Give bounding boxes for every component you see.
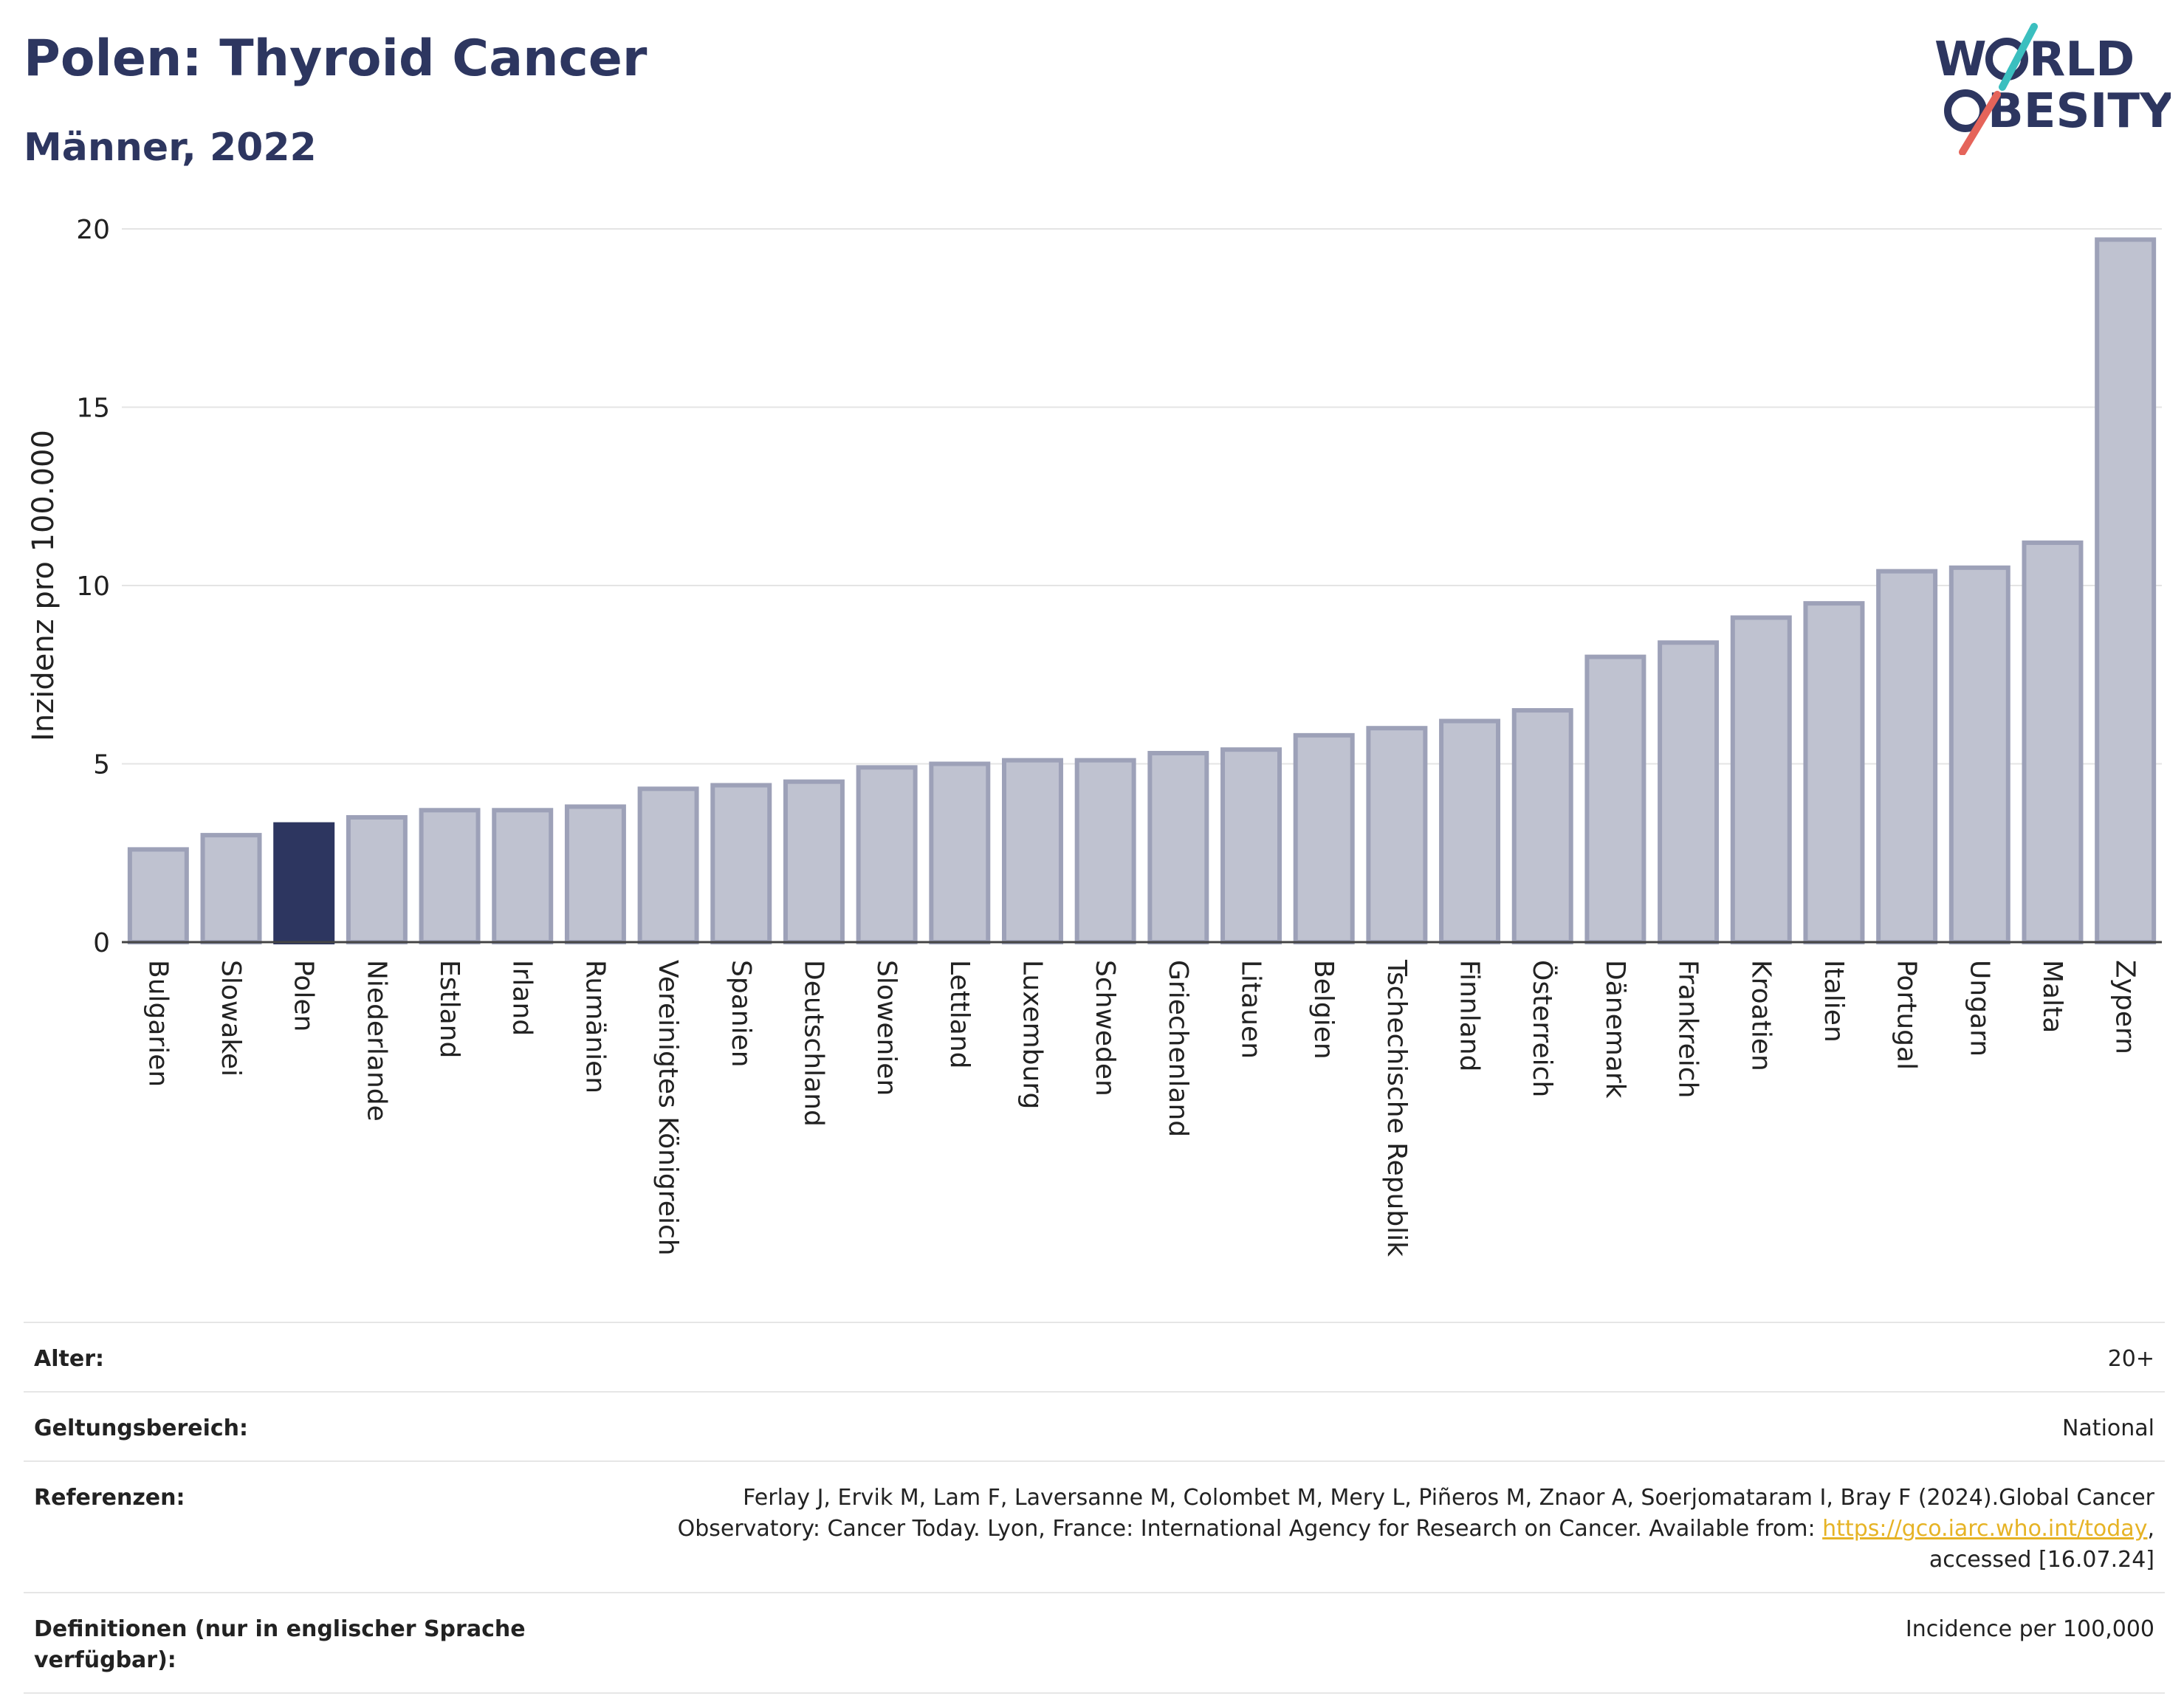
bar xyxy=(929,761,991,944)
bar xyxy=(419,808,481,945)
references-link[interactable]: https://gco.iarc.who.int/today xyxy=(1822,1516,2148,1542)
info-row-definitions: Definitionen (nur in englischer Sprache … xyxy=(24,1592,2165,1694)
bar xyxy=(783,779,845,945)
age-label: Alter: xyxy=(34,1346,104,1372)
x-tick-label: Deutschland xyxy=(798,960,828,1127)
definitions-value: Incidence per 100,000 xyxy=(1905,1616,2154,1642)
x-tick-label: Finnland xyxy=(1455,960,1485,1071)
bar xyxy=(564,804,626,944)
x-tick-label: Kroatien xyxy=(1745,960,1776,1071)
bar xyxy=(1730,615,1792,944)
logo-word-besity: BESITY xyxy=(1988,84,2171,139)
bar xyxy=(1001,758,1063,945)
x-tick-label: Lettland xyxy=(944,960,975,1069)
bar xyxy=(1439,718,1501,944)
x-tick-label: Frankreich xyxy=(1673,960,1703,1098)
bar xyxy=(1658,640,1720,945)
x-tick-label: Rumänien xyxy=(580,960,610,1094)
y-tick-label: 15 xyxy=(76,394,110,424)
x-tick-label: Schweden xyxy=(1090,960,1120,1096)
references-value: Ferlay J, Ervik M, Lam F, Laversanne M, … xyxy=(604,1483,2154,1576)
x-tick-label: Polen xyxy=(289,960,319,1031)
x-tick-label: Slowakei xyxy=(216,960,246,1077)
logo-slash-red xyxy=(1959,91,2001,155)
info-table: Alter: 20+ Geltungsbereich: National Ref… xyxy=(24,1322,2165,1694)
references-accessed: , accessed [16.07.24] xyxy=(1929,1516,2154,1573)
bar xyxy=(346,814,408,944)
bar xyxy=(1948,565,2010,944)
x-tick-label: Tschechische Republik xyxy=(1381,959,1412,1257)
page-subtitle: Männer, 2022 xyxy=(24,126,317,170)
logo-word-rld: RLD xyxy=(2029,32,2135,87)
x-tick-label: Vereinigtes Königreich xyxy=(653,960,683,1256)
references-label: Referenzen: xyxy=(34,1485,185,1511)
y-tick-label: 0 xyxy=(93,928,110,958)
bar xyxy=(710,783,772,944)
info-row-age: Alter: 20+ xyxy=(24,1322,2165,1391)
bar xyxy=(1293,732,1355,944)
bar xyxy=(200,833,262,944)
x-tick-label: Spanien xyxy=(726,960,756,1068)
bar xyxy=(637,786,699,945)
x-tick-label: Ungarn xyxy=(1964,960,1994,1057)
page-title: Polen: Thyroid Cancer xyxy=(24,30,648,88)
definitions-label: Definitionen (nur in englischer Sprache … xyxy=(34,1616,526,1673)
bar xyxy=(2095,237,2157,944)
x-tick-label: Österreich xyxy=(1527,960,1558,1097)
bar xyxy=(1366,726,1428,944)
age-value: 20+ xyxy=(2107,1346,2154,1372)
info-row-scope: Geltungsbereich: National xyxy=(24,1391,2165,1460)
scope-value: National xyxy=(2061,1415,2154,1441)
bar xyxy=(1074,758,1136,945)
info-row-references: Referenzen: Ferlay J, Ervik M, Lam F, La… xyxy=(24,1460,2165,1592)
x-tick-label: Slowenien xyxy=(871,960,902,1096)
x-tick-label: Dänemark xyxy=(1600,960,1630,1099)
bar xyxy=(856,765,918,944)
bar xyxy=(1511,708,1573,944)
bar xyxy=(1584,654,1646,944)
y-tick-label: 20 xyxy=(76,215,110,245)
x-tick-label: Irland xyxy=(507,960,538,1036)
x-tick-label: Litauen xyxy=(1236,960,1266,1059)
x-tick-label: Bulgarien xyxy=(142,960,173,1087)
logo-slash-teal xyxy=(1999,23,2038,91)
y-tick-label: 5 xyxy=(93,750,110,780)
references-text: Ferlay J, Ervik M, Lam F, Laversanne M, … xyxy=(677,1485,2154,1542)
bar-chart: 0 5 10 15 20 Inzidenz pro 100.000 Bulgarien Slo… xyxy=(27,215,2162,1257)
bar xyxy=(2022,540,2084,944)
bar xyxy=(1220,747,1282,944)
bar xyxy=(1876,569,1938,944)
bar xyxy=(273,822,335,944)
x-tick-label: Estland xyxy=(434,960,464,1058)
x-tick-label: Niederlande xyxy=(361,960,391,1122)
bar xyxy=(492,808,554,945)
x-tick-label: Griechenland xyxy=(1163,960,1193,1137)
bar xyxy=(127,847,189,945)
scope-label: Geltungsbereich: xyxy=(34,1415,249,1441)
world-obesity-logo: W RLD BESITY xyxy=(1934,23,2171,155)
x-tick-label: Luxemburg xyxy=(1017,960,1047,1109)
x-tick-label: Zypern xyxy=(2110,960,2140,1054)
logo-word-w: W xyxy=(1934,32,1987,87)
x-tick-label: Malta xyxy=(2037,960,2067,1033)
bar xyxy=(1803,601,1865,945)
bar xyxy=(1147,751,1209,945)
y-tick-label: 10 xyxy=(76,571,110,602)
x-tick-label: Portugal xyxy=(1892,960,1922,1070)
x-tick-label: Italien xyxy=(1819,960,1849,1043)
y-axis-title: Inzidenz pro 100.000 xyxy=(27,430,61,741)
x-tick-label: Belgien xyxy=(1308,960,1339,1060)
